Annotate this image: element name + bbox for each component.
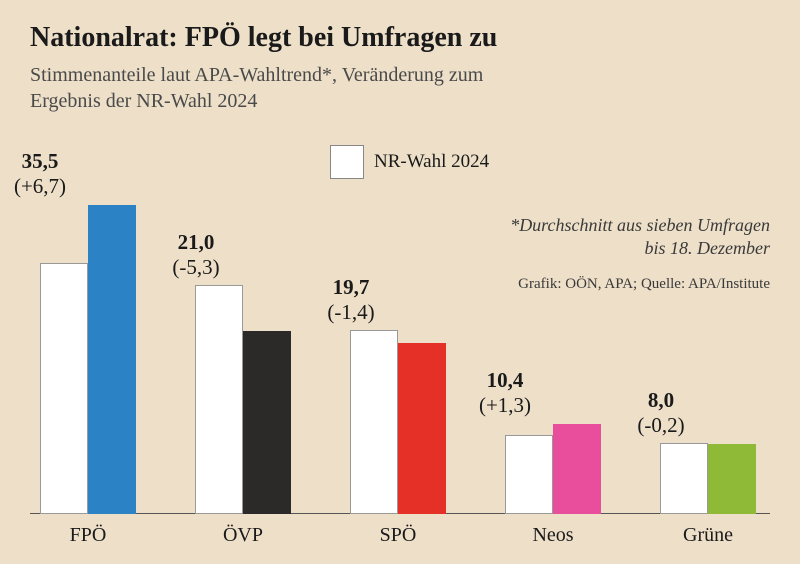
bar-group: 19,7(-1,4)SPÖ (350, 330, 446, 514)
poll-change: (-5,3) (148, 255, 244, 280)
subtitle-line-2: Ergebnis der NR-Wahl 2024 (30, 90, 257, 112)
xaxis-label: Neos (532, 514, 573, 547)
xaxis-label: ÖVP (223, 514, 263, 547)
value-label: 8,0(-0,2) (613, 388, 709, 444)
bar-chart: 35,5(+6,7)FPÖ21,0(-5,3)ÖVP19,7(-1,4)SPÖ1… (30, 164, 770, 514)
chart-title: Nationalrat: FPÖ legt bei Umfragen zu (30, 22, 497, 54)
bar-nr-wahl-2024: 19,7(-1,4) (350, 330, 398, 514)
value-label: 35,5(+6,7) (0, 149, 88, 205)
xaxis-label: SPÖ (380, 514, 417, 547)
xaxis-label: Grüne (683, 514, 733, 547)
bar-poll (708, 444, 756, 514)
xaxis-label: FPÖ (70, 514, 107, 547)
chart-subtitle: Stimmenanteile laut APA-Wahltrend*, Verä… (30, 62, 483, 114)
poll-value: 35,5 (0, 149, 88, 174)
bar-group: 21,0(-5,3)ÖVP (195, 285, 291, 514)
poll-value: 8,0 (613, 388, 709, 413)
poll-change: (-0,2) (613, 413, 709, 438)
bar-group: 10,4(+1,3)Neos (505, 424, 601, 514)
bar-poll (398, 343, 446, 514)
value-label: 21,0(-5,3) (148, 230, 244, 286)
bar-group: 8,0(-0,2)Grüne (660, 443, 756, 514)
bar-poll: 10,4(+1,3) (553, 424, 601, 514)
poll-value: 10,4 (457, 368, 553, 393)
poll-change: (+1,3) (457, 393, 553, 418)
bar-nr-wahl-2024 (505, 435, 553, 514)
bar-group: 35,5(+6,7)FPÖ (40, 205, 136, 514)
poll-change: (+6,7) (0, 174, 88, 199)
subtitle-line-1: Stimmenanteile laut APA-Wahltrend*, Verä… (30, 64, 483, 86)
bar-poll (243, 331, 291, 514)
value-label: 10,4(+1,3) (457, 368, 553, 424)
poll-value: 19,7 (303, 275, 399, 300)
bar-nr-wahl-2024: 21,0(-5,3) (195, 285, 243, 514)
poll-value: 21,0 (148, 230, 244, 255)
bar-nr-wahl-2024: 8,0(-0,2) (660, 443, 708, 514)
bar-poll: 35,5(+6,7) (88, 205, 136, 514)
poll-change: (-1,4) (303, 300, 399, 325)
value-label: 19,7(-1,4) (303, 275, 399, 331)
bar-nr-wahl-2024 (40, 263, 88, 514)
